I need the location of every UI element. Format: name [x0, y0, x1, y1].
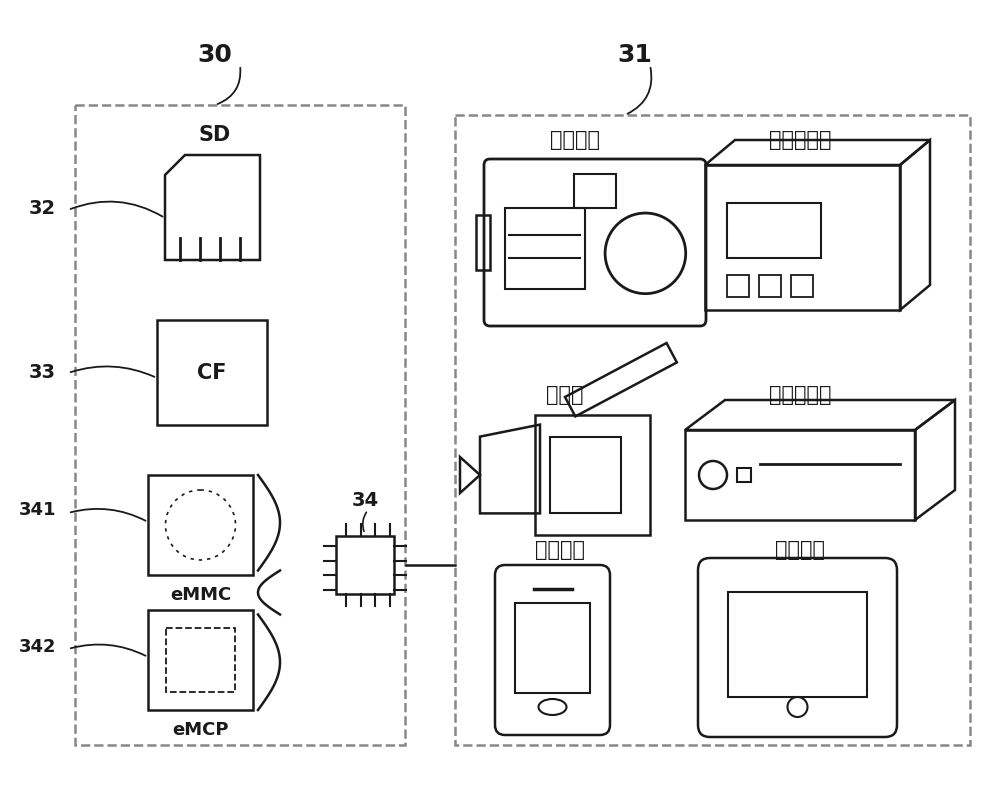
Text: eMCP: eMCP — [172, 721, 229, 739]
Bar — [336, 536, 394, 594]
Text: 数码相机: 数码相机 — [550, 130, 600, 150]
Text: 通讯装置: 通讯装置 — [535, 540, 585, 560]
Text: 33: 33 — [28, 362, 56, 382]
Bar — [505, 208, 584, 289]
Bar — [728, 592, 867, 697]
Bar — [535, 415, 650, 535]
Bar — [565, 343, 677, 417]
Bar — [476, 215, 490, 271]
Bar — [759, 275, 781, 297]
Bar — [148, 475, 253, 575]
Bar — [166, 628, 235, 692]
Bar — [791, 275, 813, 297]
Text: 32: 32 — [28, 199, 56, 218]
Bar — [455, 115, 970, 745]
Text: CF: CF — [197, 362, 227, 383]
Bar — [737, 468, 751, 482]
Bar — [685, 430, 915, 520]
Text: 音频播放器: 音频播放器 — [769, 130, 831, 150]
Bar — [574, 174, 616, 208]
Text: 摄影机: 摄影机 — [546, 385, 584, 405]
Text: eMMC: eMMC — [170, 586, 231, 604]
Text: 34: 34 — [351, 491, 379, 510]
Text: 341: 341 — [19, 501, 57, 519]
Text: 视频播放器: 视频播放器 — [769, 385, 831, 405]
Bar — [550, 436, 621, 514]
Bar — [705, 165, 900, 310]
Text: 平板电脑: 平板电脑 — [775, 540, 825, 560]
Bar — [75, 105, 405, 745]
Bar — [157, 320, 267, 425]
Bar — [148, 610, 253, 710]
Bar — [727, 275, 749, 297]
Bar — [515, 603, 590, 693]
Text: 30: 30 — [198, 43, 232, 67]
Bar — [727, 203, 821, 258]
Text: SD: SD — [199, 125, 231, 145]
Text: 31: 31 — [618, 43, 652, 67]
Text: 342: 342 — [19, 638, 57, 656]
